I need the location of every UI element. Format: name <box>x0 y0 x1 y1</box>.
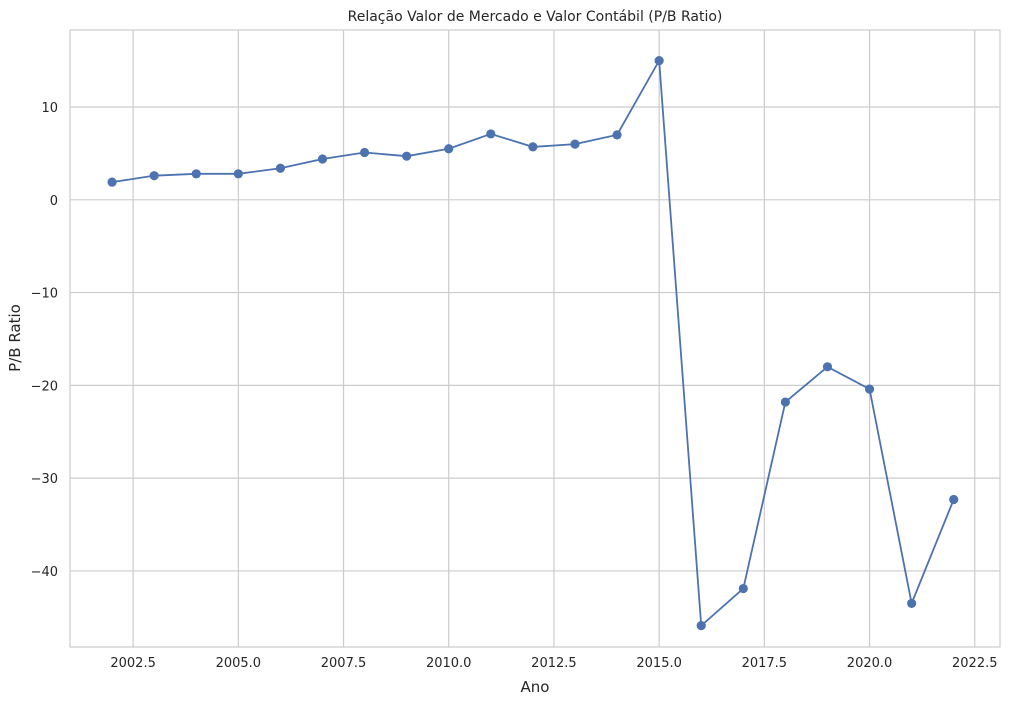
data-point <box>528 142 538 152</box>
x-tick-label: 2020.0 <box>847 656 893 671</box>
grid-layer <box>70 30 1000 647</box>
data-point <box>864 384 875 394</box>
data-point <box>486 129 496 139</box>
y-tick-label: −20 <box>31 379 58 394</box>
y-tick-label: −30 <box>31 472 58 487</box>
data-point <box>402 151 412 161</box>
data-point <box>570 139 580 149</box>
y-tick-label: 0 <box>50 194 58 209</box>
data-point <box>444 144 454 154</box>
chart-title: Relação Valor de Mercado e Valor Contábi… <box>348 9 723 25</box>
data-point <box>359 147 370 158</box>
series-layer <box>107 56 959 631</box>
y-tick-label: −40 <box>31 565 58 580</box>
data-point <box>612 130 622 140</box>
x-tick-label: 2015.0 <box>636 656 682 671</box>
data-point <box>317 154 328 164</box>
x-tick-label: 2005.0 <box>216 656 262 671</box>
data-point <box>191 169 201 179</box>
data-point <box>696 621 706 631</box>
data-point <box>275 163 286 173</box>
y-axis-label: P/B Ratio <box>6 304 24 372</box>
y-tick-label: −10 <box>31 287 58 302</box>
x-tick-label: 2007.5 <box>321 656 367 671</box>
data-point <box>233 169 243 179</box>
tick-layer: 2002.5 2005.0 2007.5 2010.0 2012.5 2015.0 2017… <box>31 101 998 671</box>
y-tick-label: 10 <box>41 101 58 116</box>
data-point <box>107 177 117 187</box>
x-tick-label: 2012.5 <box>531 656 577 671</box>
data-point <box>780 397 790 407</box>
data-point <box>654 56 664 66</box>
plot-frame <box>69 29 1001 648</box>
x-tick-label: 2017.5 <box>742 656 788 671</box>
data-point <box>822 362 833 372</box>
data-point <box>907 598 917 608</box>
data-point <box>738 583 748 594</box>
x-tick-label: 2010.0 <box>426 656 472 671</box>
data-point <box>149 171 159 181</box>
x-axis-label: Ano <box>521 678 550 696</box>
data-point <box>949 494 959 505</box>
x-tick-label: 2002.5 <box>110 656 156 671</box>
x-tick-label: 2022.5 <box>952 656 998 671</box>
